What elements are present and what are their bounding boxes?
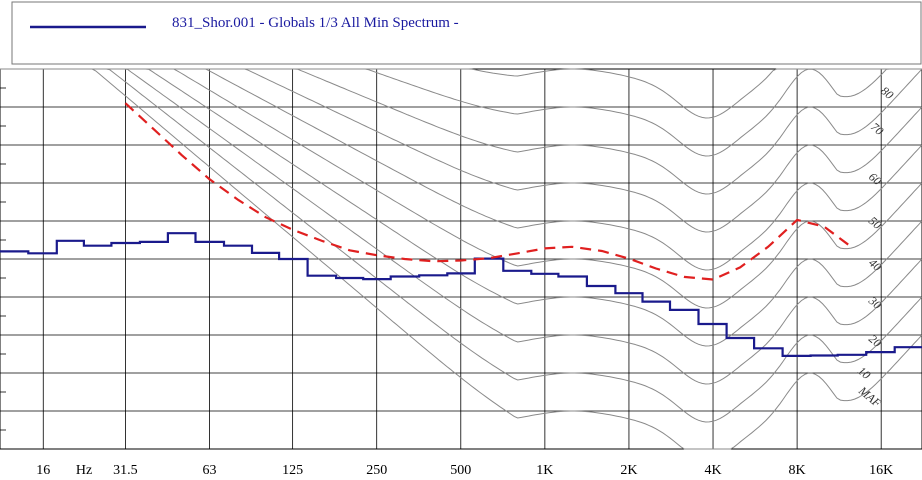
x-tick-label: 2K — [620, 463, 637, 478]
x-tick-label: Hz — [76, 463, 92, 478]
series-line-spectrum — [0, 232, 922, 357]
x-grid — [42, 69, 882, 449]
contour-line — [0, 68, 922, 423]
legend-box — [11, 1, 922, 65]
x-tick-label: 4K — [704, 463, 721, 478]
contour-line — [0, 68, 922, 450]
x-tick-label: 31.5 — [113, 463, 138, 478]
legend-label: 831_Shor.001 - Globals 1/3 All Min Spect… — [172, 15, 459, 31]
contour-line — [0, 68, 922, 385]
x-tick-label: 8K — [789, 463, 806, 478]
equal-loudness-contours — [0, 68, 922, 450]
x-axis-ticks: 16 Hz 31.5 63 125 250 500 1K 2K 4K 8K 16K — [36, 463, 893, 478]
x-tick-label: 125 — [282, 463, 303, 478]
x-tick-label: 250 — [366, 463, 387, 478]
series-layer — [0, 102, 922, 357]
x-tick-label: 63 — [203, 463, 217, 478]
legend: 831_Shor.001 - Globals 1/3 All Min Spect… — [11, 1, 922, 65]
x-tick-label: 1K — [536, 463, 553, 478]
x-tick-label: 500 — [450, 463, 471, 478]
x-tick-label: 16K — [869, 463, 893, 478]
contour-line — [0, 68, 922, 119]
x-tick-label: 16 — [36, 463, 50, 478]
